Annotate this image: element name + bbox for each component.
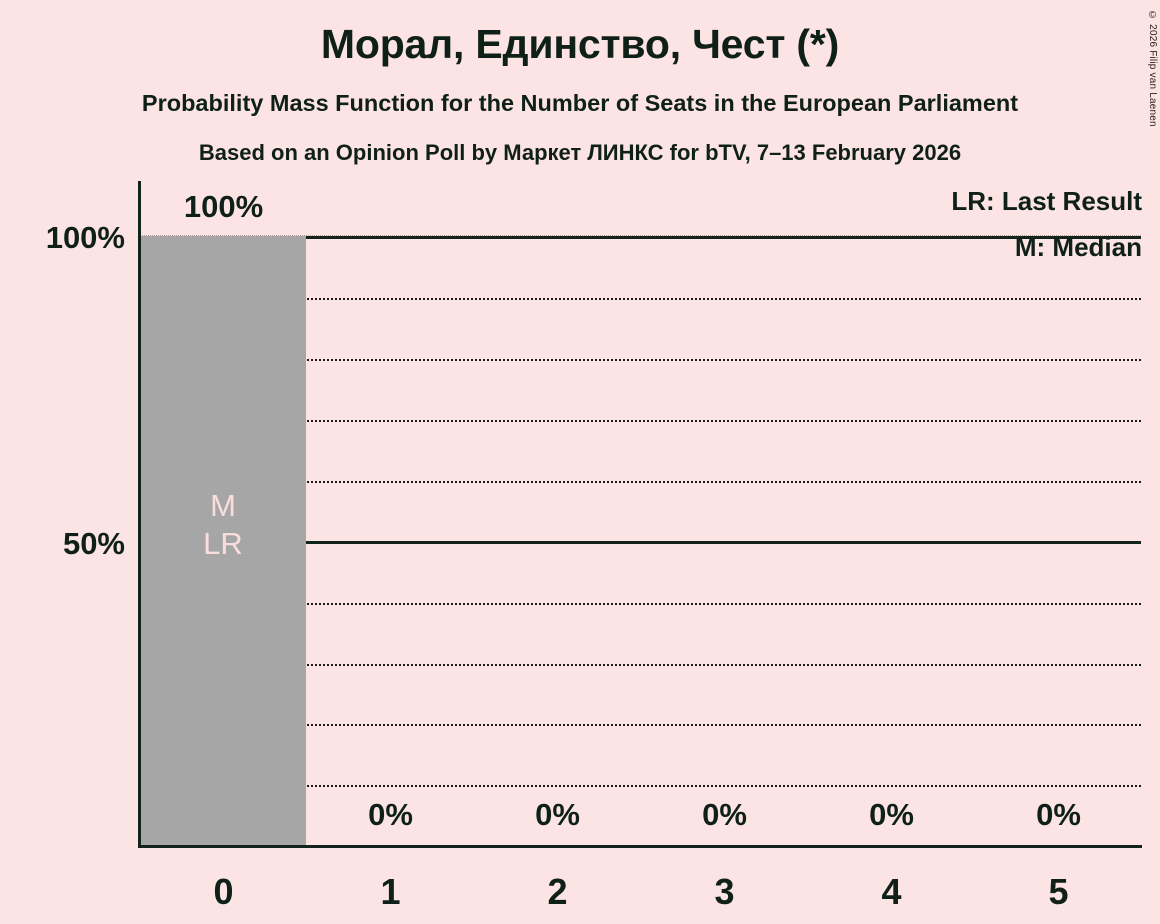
gridline-60 (140, 481, 1141, 483)
copyright-notice: © 2026 Filip van Laenen (1147, 10, 1158, 127)
gridline-90 (140, 298, 1141, 300)
y-axis-line (138, 181, 141, 848)
gridline-80 (140, 359, 1141, 361)
x-tick-label-2: 2 (547, 871, 568, 912)
gridline-40 (140, 603, 1141, 605)
value-label-5: 0% (1036, 797, 1081, 832)
value-label-4: 0% (869, 797, 914, 832)
chart-title: Морал, Единство, Чест (*) (320, 21, 840, 67)
title-block: Морал, Единство, Чест (*) Probability Ma… (0, 0, 1160, 164)
last-result-marker-label: LR (203, 526, 243, 561)
chart-subtitle: Probability Mass Function for the Number… (141, 90, 1019, 116)
median-marker-label: M (210, 488, 236, 523)
legend-median: M: Median (1014, 232, 1142, 262)
gridline-50 (140, 541, 1141, 544)
gridline-100-solid (305, 236, 1141, 239)
value-label-0: 100% (183, 189, 264, 224)
y-tick-label-50: 50% (62, 526, 125, 561)
gridline-20 (140, 724, 1141, 726)
value-label-1: 0% (368, 797, 413, 832)
value-label-2: 0% (535, 797, 580, 832)
x-tick-label-4: 4 (881, 871, 902, 912)
x-tick-label-5: 5 (1048, 871, 1069, 912)
gridline-70 (140, 420, 1141, 422)
gridline-30 (140, 664, 1141, 666)
x-tick-label-1: 1 (380, 871, 401, 912)
value-label-3: 0% (702, 797, 747, 832)
legend-last-result: LR: Last Result (951, 186, 1142, 216)
gridline-10 (140, 785, 1141, 787)
chart-source-line: Based on an Opinion Poll by Маркет ЛИНКС… (198, 139, 962, 165)
bar-seats-0[interactable]: M LR (140, 236, 306, 845)
x-tick-label-0: 0 (213, 871, 234, 912)
x-axis-line (138, 845, 1142, 848)
gridline-100 (140, 235, 1141, 236)
y-tick-label-100: 100% (45, 220, 125, 255)
x-tick-label-3: 3 (714, 871, 735, 912)
